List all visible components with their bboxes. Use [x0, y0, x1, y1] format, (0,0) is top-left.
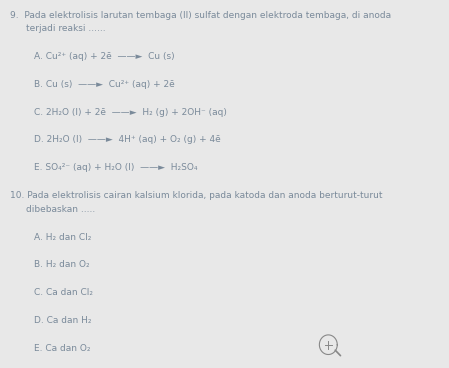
Text: C. 2H₂O (l) + 2ē  ——►  H₂ (g) + 2OH⁻ (aq): C. 2H₂O (l) + 2ē ——► H₂ (g) + 2OH⁻ (aq) — [34, 108, 227, 117]
Text: terjadi reaksi ......: terjadi reaksi ...... — [26, 24, 106, 33]
Text: D. Ca dan H₂: D. Ca dan H₂ — [34, 316, 92, 325]
Text: A. H₂ dan Cl₂: A. H₂ dan Cl₂ — [34, 233, 91, 241]
Text: D. 2H₂O (l)  ——►  4H⁺ (aq) + O₂ (g) + 4ē: D. 2H₂O (l) ——► 4H⁺ (aq) + O₂ (g) + 4ē — [34, 135, 220, 144]
Text: 9.  Pada elektrolisis larutan tembaga (II) sulfat dengan elektroda tembaga, di a: 9. Pada elektrolisis larutan tembaga (II… — [9, 11, 391, 20]
Text: E. SO₄²⁻ (aq) + H₂O (l)  ——►  H₂SO₄: E. SO₄²⁻ (aq) + H₂O (l) ——► H₂SO₄ — [34, 163, 198, 172]
Text: dibebaskan .....: dibebaskan ..... — [26, 205, 95, 214]
Text: B. Cu (s)  ——►  Cu²⁺ (aq) + 2ē: B. Cu (s) ——► Cu²⁺ (aq) + 2ē — [34, 80, 175, 89]
Text: B. H₂ dan O₂: B. H₂ dan O₂ — [34, 260, 89, 269]
Text: 10. Pada elektrolisis cairan kalsium klorida, pada katoda dan anoda berturut-tur: 10. Pada elektrolisis cairan kalsium klo… — [9, 191, 382, 200]
Text: A. Cu²⁺ (aq) + 2ē  ——►  Cu (s): A. Cu²⁺ (aq) + 2ē ——► Cu (s) — [34, 52, 175, 61]
Text: C. Ca dan Cl₂: C. Ca dan Cl₂ — [34, 288, 93, 297]
Text: E. Ca dan O₂: E. Ca dan O₂ — [34, 344, 90, 353]
